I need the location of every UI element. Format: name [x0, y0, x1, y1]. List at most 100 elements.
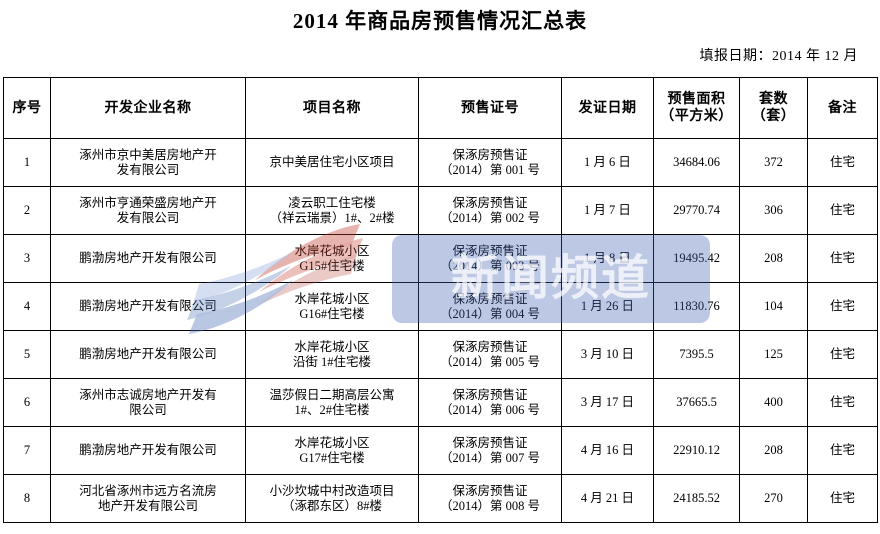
cell-project: 京中美居住宅小区项目 [245, 138, 419, 187]
table-row: 2 涿州市亨通荣盛房地产开 发有限公司 凌云职工住宅楼 （祥云瑞景）1#、2#楼… [3, 186, 878, 235]
cell-developer-line2: 限公司 [129, 402, 167, 417]
cell-seq: 2 [3, 186, 51, 235]
cell-project-line1: 小沙坎城中村改造项目 [269, 483, 395, 498]
cell-units: 400 [739, 378, 808, 427]
cell-certificate: 保涿房预售证 （2014）第 008 号 [418, 474, 562, 523]
cell-project: 水岸花城小区 G16#住宅楼 [245, 282, 419, 331]
cell-certificate: 保涿房预售证 （2014）第 001 号 [418, 138, 562, 187]
cell-presale-area: 24185.52 [653, 474, 740, 523]
cell-presale-area: 37665.5 [653, 378, 740, 427]
col-header-certificate: 预售证号 [418, 77, 562, 139]
cell-developer-line1: 河北省涿州市远方名流房 [79, 483, 217, 498]
cell-units: 208 [739, 426, 808, 475]
cell-presale-area: 19495.42 [653, 234, 740, 283]
cell-units: 104 [739, 282, 808, 331]
cell-issue-date: 1 月 7 日 [561, 186, 654, 235]
cell-presale-area: 11830.76 [653, 282, 740, 331]
cell-issue-date: 1 月 8 日 [561, 234, 654, 283]
table-row: 5 鹏渤房地产开发有限公司 水岸花城小区 沿街 1#住宅楼 保涿房预售证 （20… [3, 330, 878, 379]
col-header-units: 套数 （套） [739, 77, 808, 139]
cell-project: 凌云职工住宅楼 （祥云瑞景）1#、2#楼 [245, 186, 419, 235]
cell-issue-date: 3 月 17 日 [561, 378, 654, 427]
table-row: 6 涿州市志诚房地产开发有 限公司 温莎假日二期高层公寓 1#、2#住宅楼 保涿… [3, 378, 878, 427]
cell-developer-line1: 涿州市志诚房地产开发有 [79, 387, 217, 402]
cell-project-line2: 1#、2#住宅楼 [294, 402, 370, 417]
cell-project: 温莎假日二期高层公寓 1#、2#住宅楼 [245, 378, 419, 427]
table-row: 3 鹏渤房地产开发有限公司 水岸花城小区 G15#住宅楼 保涿房预售证 （201… [3, 234, 878, 283]
cell-certificate-line2: （2014）第 004 号 [439, 306, 540, 321]
cell-certificate-line1: 保涿房预售证 [452, 195, 528, 210]
table-row: 7 鹏渤房地产开发有限公司 水岸花城小区 G17#住宅楼 保涿房预售证 （201… [3, 426, 878, 475]
cell-developer: 鹏渤房地产开发有限公司 [50, 330, 246, 379]
cell-developer: 鹏渤房地产开发有限公司 [50, 234, 246, 283]
col-header-presale-area: 预售面积 （平方米） [653, 77, 740, 139]
cell-seq: 5 [3, 330, 51, 379]
cell-project: 小沙坎城中村改造项目 （涿郡东区）8#楼 [245, 474, 419, 523]
cell-seq: 3 [3, 234, 51, 283]
cell-seq: 6 [3, 378, 51, 427]
cell-units: 208 [739, 234, 808, 283]
cell-developer-line1: 鹏渤房地产开发有限公司 [79, 251, 217, 265]
cell-certificate: 保涿房预售证 （2014）第 007 号 [418, 426, 562, 475]
cell-developer: 鹏渤房地产开发有限公司 [50, 282, 246, 331]
cell-certificate-line2: （2014）第 006 号 [439, 402, 540, 417]
col-header-presale-area-line1: 预售面积 [667, 92, 726, 107]
cell-developer-line1: 鹏渤房地产开发有限公司 [79, 299, 217, 313]
col-header-presale-area-line2: （平方米） [660, 109, 733, 124]
cell-seq: 8 [3, 474, 51, 523]
cell-certificate-line1: 保涿房预售证 [452, 387, 528, 402]
cell-presale-area: 29770.74 [653, 186, 740, 235]
col-header-developer: 开发企业名称 [50, 77, 246, 139]
cell-project-line2: （祥云瑞景）1#、2#楼 [269, 210, 395, 225]
cell-certificate: 保涿房预售证 （2014）第 005 号 [418, 330, 562, 379]
cell-project: 水岸花城小区 G15#住宅楼 [245, 234, 419, 283]
cell-certificate-line1: 保涿房预售证 [452, 483, 528, 498]
table-row: 1 涿州市京中美居房地产开 发有限公司 京中美居住宅小区项目 保涿房预售证 （2… [3, 138, 878, 187]
cell-issue-date: 1 月 6 日 [561, 138, 654, 187]
cell-developer-line1: 鹏渤房地产开发有限公司 [79, 347, 217, 361]
cell-project-line2: （涿郡东区）8#楼 [281, 498, 382, 513]
presale-table-wrapper: 序号 开发企业名称 项目名称 预售证号 发证日期 预售面积 （平方米） 套数 （… [3, 77, 878, 523]
col-header-issue-date: 发证日期 [561, 77, 654, 139]
cell-units: 306 [739, 186, 808, 235]
cell-project-line2: G15#住宅楼 [299, 258, 365, 273]
cell-developer: 河北省涿州市远方名流房 地产开发有限公司 [50, 474, 246, 523]
cell-remark: 住宅 [807, 330, 878, 379]
cell-remark: 住宅 [807, 234, 878, 283]
cell-issue-date: 1 月 26 日 [561, 282, 654, 331]
cell-certificate-line2: （2014）第 005 号 [439, 354, 540, 369]
cell-developer: 鹏渤房地产开发有限公司 [50, 426, 246, 475]
cell-remark: 住宅 [807, 426, 878, 475]
cell-presale-area: 7395.5 [653, 330, 740, 379]
cell-certificate-line1: 保涿房预售证 [452, 147, 528, 162]
cell-certificate: 保涿房预售证 （2014）第 003 号 [418, 234, 562, 283]
cell-developer-line1: 涿州市亨通荣盛房地产开 [79, 195, 217, 210]
cell-developer: 涿州市亨通荣盛房地产开 发有限公司 [50, 186, 246, 235]
cell-certificate-line2: （2014）第 002 号 [439, 210, 540, 225]
cell-project-line1: 水岸花城小区 [294, 291, 370, 306]
cell-issue-date: 3 月 10 日 [561, 330, 654, 379]
page-title: 2014 年商品房预售情况汇总表 [292, 9, 588, 33]
cell-certificate-line1: 保涿房预售证 [452, 339, 528, 354]
cell-project-line1: 温莎假日二期高层公寓 [269, 387, 395, 402]
cell-project-line2: G17#住宅楼 [299, 450, 365, 465]
cell-presale-area: 34684.06 [653, 138, 740, 187]
cell-certificate-line2: （2014）第 008 号 [439, 498, 540, 513]
cell-remark: 住宅 [807, 138, 878, 187]
report-date: 填报日期：2014 年 12 月 [699, 49, 858, 64]
col-header-units-line1: 套数 [759, 92, 788, 107]
cell-seq: 1 [3, 138, 51, 187]
cell-seq: 7 [3, 426, 51, 475]
cell-project: 水岸花城小区 G17#住宅楼 [245, 426, 419, 475]
cell-project-line2: G16#住宅楼 [299, 306, 365, 321]
presale-summary-table: 序号 开发企业名称 项目名称 预售证号 发证日期 预售面积 （平方米） 套数 （… [3, 77, 878, 523]
cell-developer-line1: 涿州市京中美居房地产开 [79, 147, 217, 162]
cell-project-line1: 京中美居住宅小区项目 [269, 155, 395, 169]
cell-developer: 涿州市志诚房地产开发有 限公司 [50, 378, 246, 427]
cell-certificate-line1: 保涿房预售证 [452, 243, 528, 258]
cell-developer-line2: 发有限公司 [116, 210, 180, 225]
cell-seq: 4 [3, 282, 51, 331]
cell-certificate-line2: （2014）第 007 号 [439, 450, 540, 465]
cell-certificate-line1: 保涿房预售证 [452, 291, 528, 306]
cell-certificate-line2: （2014）第 001 号 [439, 162, 540, 177]
